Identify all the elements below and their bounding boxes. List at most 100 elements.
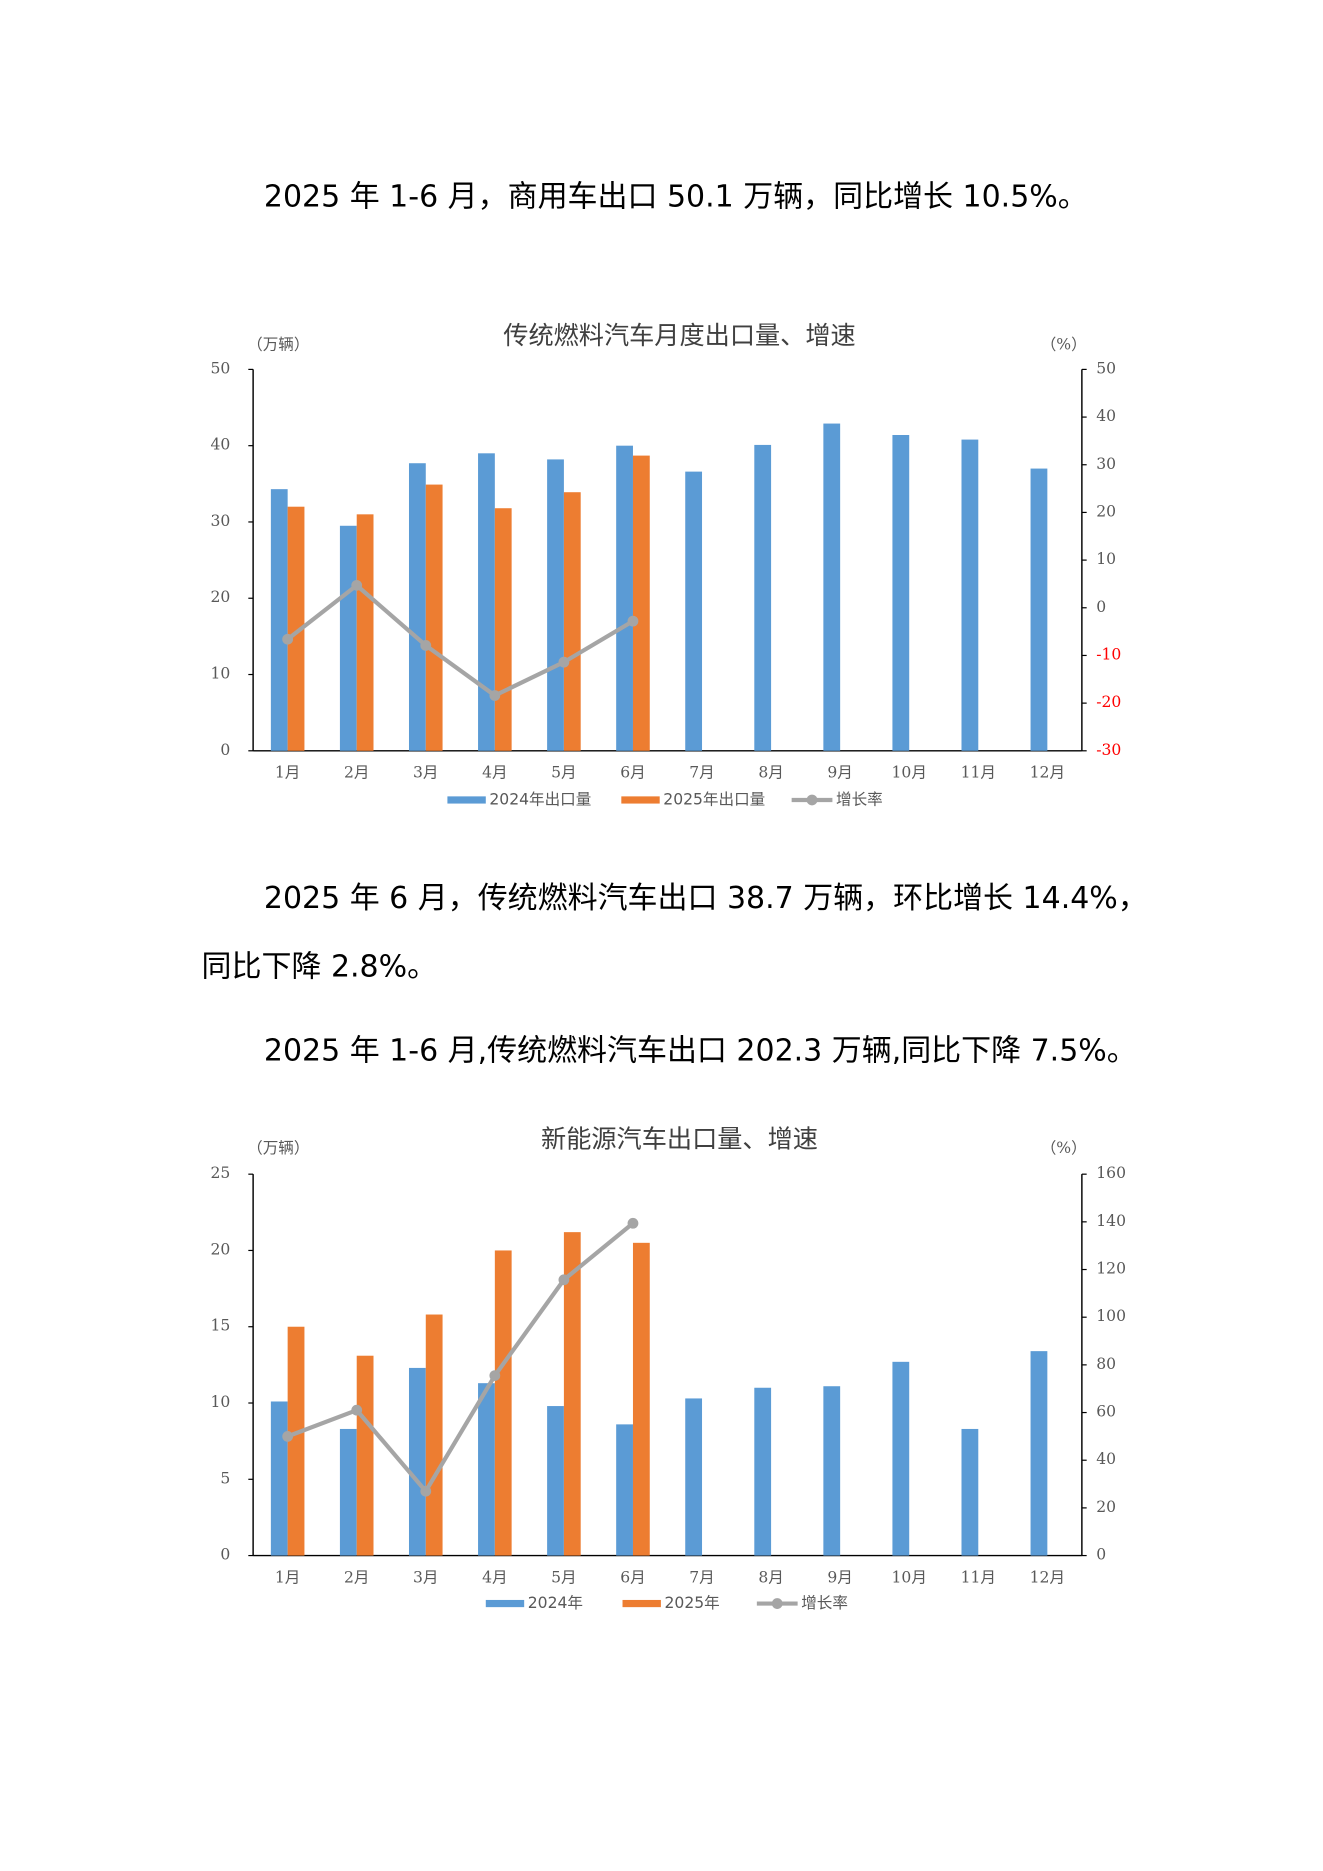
y2-tick-label: 0 <box>1096 1546 1106 1564</box>
bar <box>616 1424 633 1556</box>
line-point <box>627 1217 639 1229</box>
y-tick-label: 25 <box>211 1164 231 1182</box>
line-point <box>489 1370 501 1381</box>
x-tick-label: 5月 <box>551 1568 577 1586</box>
paragraph: 同比下降 2.8%。 <box>202 949 438 984</box>
y-tick-label: 50 <box>211 359 231 377</box>
bar <box>1030 468 1048 751</box>
bar <box>547 1406 564 1556</box>
y-tick-label: 0 <box>220 741 230 759</box>
chart: 传统燃料汽车月度出口量、增速 （万辆） （%） 0 10 20 30 40 50 -30 -20 -1… <box>211 321 1122 808</box>
paragraph: 2025 年 6 月，传统燃料汽车出口 38.7 万辆，环比增长 14.4%， <box>264 881 1148 916</box>
bar <box>356 1355 374 1556</box>
bar <box>1030 1351 1048 1556</box>
x-tick-label: 12月 <box>1030 764 1065 782</box>
line-point <box>282 633 294 645</box>
bar <box>961 1428 979 1556</box>
paragraph: 2025 年 1-6 月,传统燃料汽车出口 202.3 万辆,同比下降 7.5%… <box>264 1033 1137 1068</box>
x-tick-label: 7月 <box>689 1568 714 1586</box>
line-point <box>351 1404 363 1416</box>
x-tick-label: 10月 <box>892 764 927 782</box>
x-tick-label: 11月 <box>961 1568 996 1586</box>
bar <box>685 471 703 751</box>
y-tick-label: 20 <box>211 1240 231 1258</box>
bar <box>270 1401 288 1556</box>
bar <box>408 463 426 751</box>
line-point <box>420 1485 432 1497</box>
y2-tick-label: 100 <box>1096 1307 1126 1325</box>
x-tick-label: 6月 <box>620 764 646 782</box>
legend-swatch <box>806 794 818 806</box>
legend-label: 2025年出口量 <box>663 790 765 808</box>
legend-swatch <box>771 1598 783 1609</box>
bar <box>823 1386 841 1556</box>
bar <box>563 1232 581 1556</box>
y-tick-label: 15 <box>211 1317 231 1335</box>
bar <box>892 1361 910 1556</box>
y2-tick-label: -20 <box>1096 693 1121 711</box>
bar <box>478 453 495 751</box>
y2-tick-label: 0 <box>1096 598 1106 616</box>
x-tick-label: 3月 <box>413 1568 439 1586</box>
legend-swatch <box>621 796 660 804</box>
x-tick-label: 5月 <box>551 764 577 782</box>
x-tick-label: 2月 <box>344 1568 370 1586</box>
bar <box>356 514 374 751</box>
y2-tick-label: 10 <box>1096 550 1116 568</box>
bar <box>961 439 979 751</box>
bar <box>632 455 650 751</box>
chart-title: 新能源汽车出口量、增速 <box>541 1125 818 1154</box>
line-point <box>558 1274 570 1286</box>
bar <box>563 492 581 751</box>
bar <box>494 508 512 751</box>
legend-swatch <box>485 1599 525 1608</box>
y2-tick-label: 80 <box>1096 1355 1116 1373</box>
y2-unit: （%） <box>1041 1139 1087 1157</box>
bar <box>547 459 564 751</box>
bar <box>754 444 772 751</box>
y-unit: （万辆） <box>247 335 309 353</box>
y-tick-label: 5 <box>220 1469 230 1487</box>
y-tick-label: 0 <box>220 1546 230 1564</box>
chart: 新能源汽车出口量、增速 （万辆） （%） 0 5 10 15 20 25 0 20 40 60 80 100… <box>211 1125 1126 1612</box>
bar <box>754 1387 772 1556</box>
bar <box>494 1250 512 1556</box>
line-point <box>420 640 432 651</box>
y2-tick-label: 60 <box>1096 1403 1116 1421</box>
x-tick-label: 9月 <box>827 764 853 782</box>
x-tick-label: 8月 <box>758 1568 784 1586</box>
bar <box>339 1428 357 1556</box>
bar <box>408 1367 426 1556</box>
line-point <box>282 1430 294 1442</box>
x-tick-label: 1月 <box>275 764 301 782</box>
y-tick-label: 40 <box>211 436 231 454</box>
x-tick-label: 9月 <box>827 1568 853 1586</box>
chart-title: 传统燃料汽车月度出口量、增速 <box>503 321 855 350</box>
x-tick-label: 11月 <box>961 764 996 782</box>
y2-tick-label: 40 <box>1096 1450 1116 1468</box>
bar <box>685 1398 703 1556</box>
legend-label: 2024年出口量 <box>489 790 591 808</box>
line-point <box>627 615 639 627</box>
y-unit: （万辆） <box>247 1139 309 1157</box>
y2-tick-label: -30 <box>1096 741 1121 759</box>
x-tick-label: 10月 <box>892 1568 927 1586</box>
y2-tick-label: 140 <box>1096 1212 1126 1230</box>
line-point <box>489 690 501 701</box>
legend-label: 增长率 <box>836 790 883 808</box>
y2-tick-label: 20 <box>1096 1498 1116 1516</box>
bar <box>892 435 910 751</box>
legend-label: 2024年 <box>528 1594 583 1612</box>
bar <box>339 525 357 751</box>
y-tick-label: 30 <box>211 512 231 530</box>
y2-tick-label: 20 <box>1096 502 1116 520</box>
y2-tick-label: 50 <box>1096 359 1116 377</box>
x-tick-label: 12月 <box>1030 1568 1065 1586</box>
bar <box>823 423 841 751</box>
y-tick-label: 20 <box>211 588 231 606</box>
x-tick-label: 8月 <box>758 764 784 782</box>
legend-swatch <box>622 1599 661 1608</box>
paragraph: 2025 年 1-6 月，商用车出口 50.1 万辆，同比增长 10.5%。 <box>264 179 1088 214</box>
x-tick-label: 4月 <box>482 764 507 782</box>
